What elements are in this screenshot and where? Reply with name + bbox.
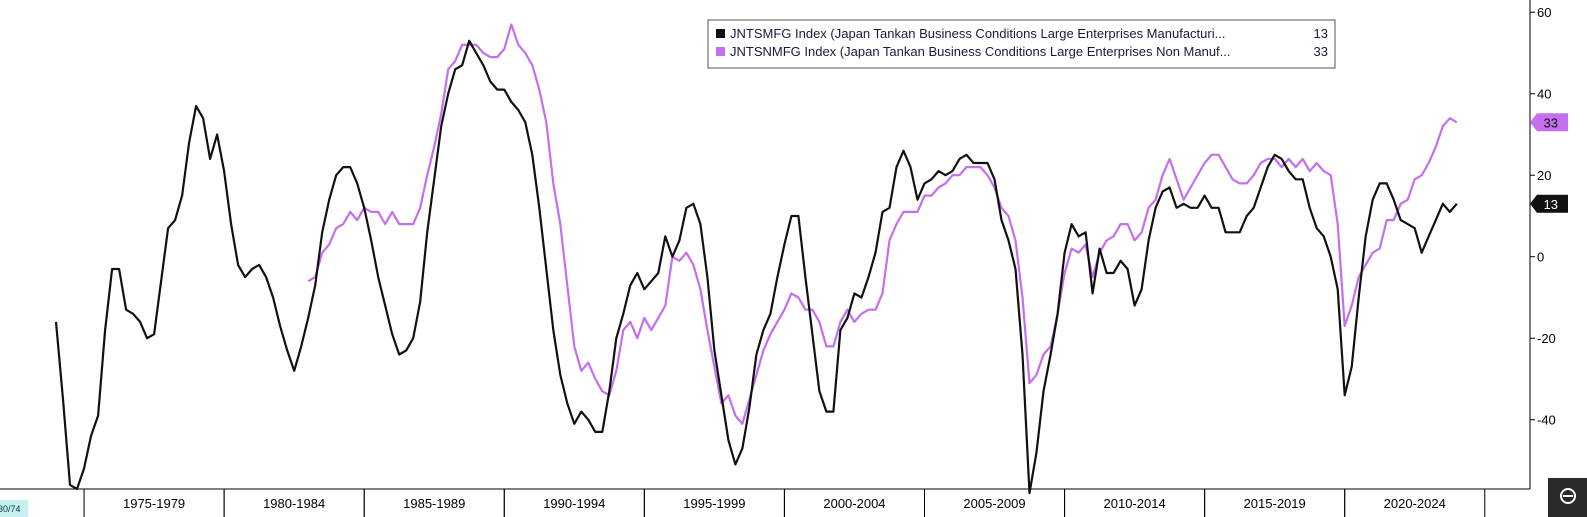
- x-tick-label: 1990-1994: [543, 496, 605, 511]
- x-tick-label: 2010-2014: [1104, 496, 1166, 511]
- series-lines: [54, 23, 1458, 495]
- x-tick-label: 2000-2004: [823, 496, 885, 511]
- value-tags: 13 33: [1530, 113, 1568, 213]
- legend-value-non-manufacturing: 33: [1314, 44, 1328, 59]
- y-tick-label: -20: [1537, 331, 1556, 346]
- legend[interactable]: JNTSMFG Index (Japan Tankan Business Con…: [707, 19, 1336, 69]
- y-axis: 60 40 20 0 -20 -40: [1529, 0, 1556, 489]
- y-tick-label: 40: [1537, 87, 1551, 102]
- x-axis: 1975-1979 1980-1984 1985-1989 1990-1994 1995…: [0, 488, 1530, 517]
- x-tick-label: 2020-2024: [1384, 496, 1446, 511]
- legend-box: [707, 19, 1336, 69]
- x-tick-label: 1995-1999: [683, 496, 745, 511]
- series-line-manufacturing: [54, 39, 1458, 495]
- legend-swatch-manufacturing: [716, 29, 725, 38]
- legend-value-manufacturing: 13: [1314, 26, 1328, 41]
- y-tick-label: 0: [1537, 250, 1544, 265]
- value-tag-manufacturing: 13: [1530, 194, 1568, 213]
- value-tag-non-manufacturing: 33: [1530, 113, 1568, 132]
- value-tag-text: 33: [1544, 115, 1558, 130]
- y-tick-label: -40: [1537, 413, 1556, 428]
- legend-label-non-manufacturing: JNTSNMFG Index (Japan Tankan Business Co…: [730, 44, 1231, 59]
- zoom-icon: [1560, 488, 1576, 504]
- start-date-badge: 30/74: [0, 500, 28, 517]
- zoom-button[interactable]: [1548, 478, 1587, 517]
- x-tick-label: 1980-1984: [263, 496, 325, 511]
- x-tick-label: 2015-2019: [1244, 496, 1306, 511]
- x-tick-label: 1985-1989: [403, 496, 465, 511]
- value-tag-text: 13: [1544, 197, 1558, 212]
- y-tick-label: 20: [1537, 168, 1551, 183]
- series-line-non-manufacturing: [307, 23, 1458, 425]
- x-tick-label: 1975-1979: [123, 496, 185, 511]
- x-tick-label: 2005-2009: [963, 496, 1025, 511]
- legend-label-manufacturing: JNTSMFG Index (Japan Tankan Business Con…: [730, 26, 1225, 41]
- start-date-label: 30/74: [0, 504, 21, 514]
- y-tick-label: 60: [1537, 5, 1551, 20]
- legend-swatch-non-manufacturing: [716, 47, 725, 56]
